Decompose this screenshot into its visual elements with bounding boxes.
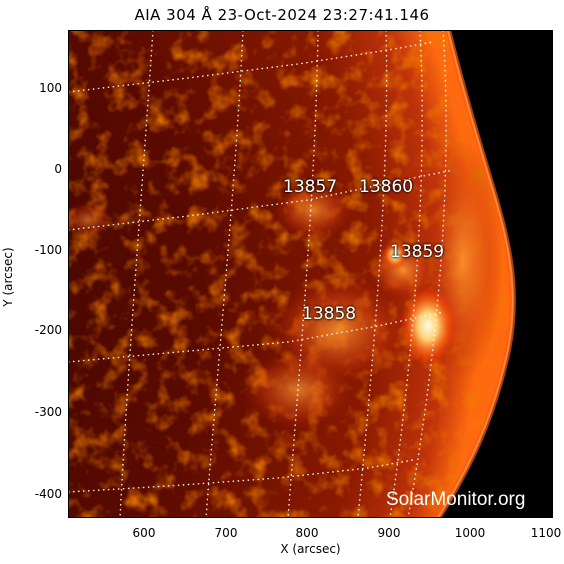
x-axis-label: X (arcsec) (280, 542, 341, 556)
y-tick-label: -200 (34, 323, 62, 337)
x-tick-label: 1100 (530, 526, 562, 540)
region-label-13858: 13858 (302, 304, 357, 324)
y-tick-label: -100 (34, 243, 62, 257)
coordinate-grid (68, 30, 454, 518)
y-tick-label: -400 (34, 487, 62, 501)
flare-brightening (400, 286, 456, 366)
x-tick-label: 600 (132, 526, 156, 540)
x-tick-label: 1000 (454, 526, 486, 540)
y-tick-label: -300 (34, 405, 62, 419)
x-tick-label: 800 (295, 526, 319, 540)
region-label-13859: 13859 (390, 242, 445, 262)
y-tick-label: 100 (39, 81, 62, 95)
solar-disk (68, 30, 513, 518)
watermark: SolarMonitor.org (386, 489, 526, 510)
region-label-13860: 13860 (359, 177, 414, 197)
image-title: AIA 304 Å 23-Oct-2024 23:27:41.146 (134, 6, 430, 24)
y-tick-label: 0 (54, 162, 62, 176)
solar-image (68, 30, 553, 518)
x-tick-label: 900 (377, 526, 401, 540)
y-axis-label: Y (arcsec) (1, 247, 15, 307)
region-label-13857: 13857 (283, 177, 338, 197)
x-tick-label: 700 (214, 526, 238, 540)
